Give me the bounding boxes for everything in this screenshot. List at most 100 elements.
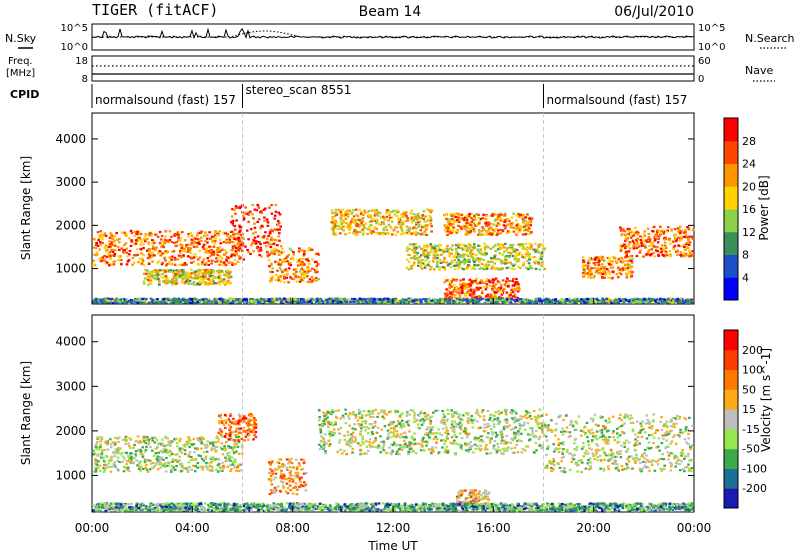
heatmap-cell [180, 256, 183, 259]
heatmap-cell [247, 211, 251, 214]
heatmap-cell [215, 231, 218, 234]
heatmap-cell [177, 269, 180, 272]
heatmap-cell [144, 268, 148, 272]
heatmap-cell [195, 447, 199, 450]
heatmap-cell [174, 302, 178, 305]
heatmap-cell [169, 301, 173, 305]
heatmap-cell [399, 301, 403, 304]
heatmap-cell [442, 250, 446, 253]
heatmap-cell [625, 252, 628, 255]
heatmap-cell [110, 263, 113, 266]
heatmap-cell [453, 284, 456, 287]
heatmap-cell [332, 297, 336, 300]
heatmap-cell [194, 297, 197, 301]
heatmap-cell [231, 247, 235, 250]
heatmap-cell [292, 299, 295, 302]
heatmap-cell [416, 232, 420, 235]
heatmap-cell [527, 246, 531, 249]
heatmap-cell [146, 436, 149, 439]
heatmap-cell [474, 288, 477, 291]
heatmap-cell [538, 257, 542, 260]
heatmap-cell [302, 301, 305, 304]
heatmap-cell [315, 264, 319, 268]
heatmap-cell [663, 238, 667, 241]
heatmap-cell [488, 222, 491, 225]
heatmap-cell [215, 298, 218, 301]
heatmap-cell [572, 300, 576, 303]
heatmap-cell [538, 297, 542, 300]
heatmap-cell [124, 242, 128, 245]
heatmap-cell [115, 297, 118, 300]
heatmap-cell [104, 244, 108, 247]
heatmap-cell [680, 255, 683, 258]
heatmap-cell [602, 257, 605, 260]
heatmap-cell [189, 252, 193, 255]
heatmap-cell [389, 216, 392, 219]
heatmap-cell [610, 263, 613, 266]
heatmap-cell [360, 211, 363, 214]
heatmap-cell [178, 231, 181, 234]
heatmap-cell [124, 234, 128, 237]
heatmap-cell [214, 445, 217, 448]
heatmap-cell [230, 468, 233, 471]
heatmap-cell [125, 233, 128, 236]
heatmap-cell [580, 298, 583, 301]
heatmap-cell [510, 216, 514, 219]
heatmap-cell [411, 249, 414, 252]
heatmap-cell [448, 231, 452, 234]
heatmap-cell [351, 211, 354, 214]
heatmap-cell [210, 447, 214, 450]
heatmap-cell [629, 255, 632, 258]
heatmap-cell [220, 263, 223, 266]
heatmap-cell [505, 266, 509, 270]
heatmap-cell [657, 237, 660, 240]
heatmap-cell [393, 213, 397, 216]
heatmap-cell [521, 264, 525, 267]
heatmap-cell [292, 272, 296, 275]
heatmap-cell [593, 274, 596, 277]
heatmap-cell [349, 220, 353, 223]
heatmap-cell [331, 218, 334, 221]
heatmap-cell [151, 247, 155, 250]
heatmap-cell [96, 466, 100, 469]
heatmap-cell [690, 235, 693, 238]
heatmap-cell [510, 247, 513, 250]
heatmap-cell [510, 288, 513, 292]
heatmap-cell [420, 267, 424, 270]
heatmap-cell [355, 224, 358, 227]
heatmap-cell [541, 254, 544, 257]
heatmap-cell [477, 300, 481, 303]
heatmap-cell [205, 237, 209, 240]
heatmap-cell [211, 269, 215, 272]
heatmap-cell [242, 214, 245, 218]
heatmap-cell [122, 249, 125, 252]
heatmap-cell [263, 300, 266, 303]
heatmap-cell [457, 267, 461, 270]
heatmap-cell [478, 251, 482, 255]
heatmap-cell [193, 275, 197, 278]
heatmap-cell [199, 276, 202, 279]
heatmap-cell [558, 299, 562, 302]
heatmap-cell [597, 258, 601, 261]
heatmap-cell [217, 249, 221, 252]
heatmap-cell [464, 228, 467, 231]
heatmap-cell [513, 282, 517, 285]
heatmap-cell [466, 222, 470, 225]
heatmap-cell [389, 211, 392, 214]
heatmap-cell [414, 227, 418, 230]
nsky-panel: N.Sky 10^5 10^0 10^5 10^0 N.Search [5, 23, 795, 53]
heatmap-cell [156, 261, 159, 264]
heatmap-cell [513, 295, 517, 298]
heatmap-cell [662, 247, 665, 250]
heatmap-cell [417, 301, 420, 304]
heatmap-cell [639, 299, 642, 302]
heatmap-cell [252, 217, 255, 220]
heatmap-cell [230, 215, 234, 218]
heatmap-cell [216, 464, 220, 467]
heatmap-cell [148, 468, 152, 471]
heatmap-cell [603, 273, 607, 276]
heatmap-cell [534, 267, 538, 270]
heatmap-cell [508, 256, 511, 259]
heatmap-cell [498, 252, 501, 255]
